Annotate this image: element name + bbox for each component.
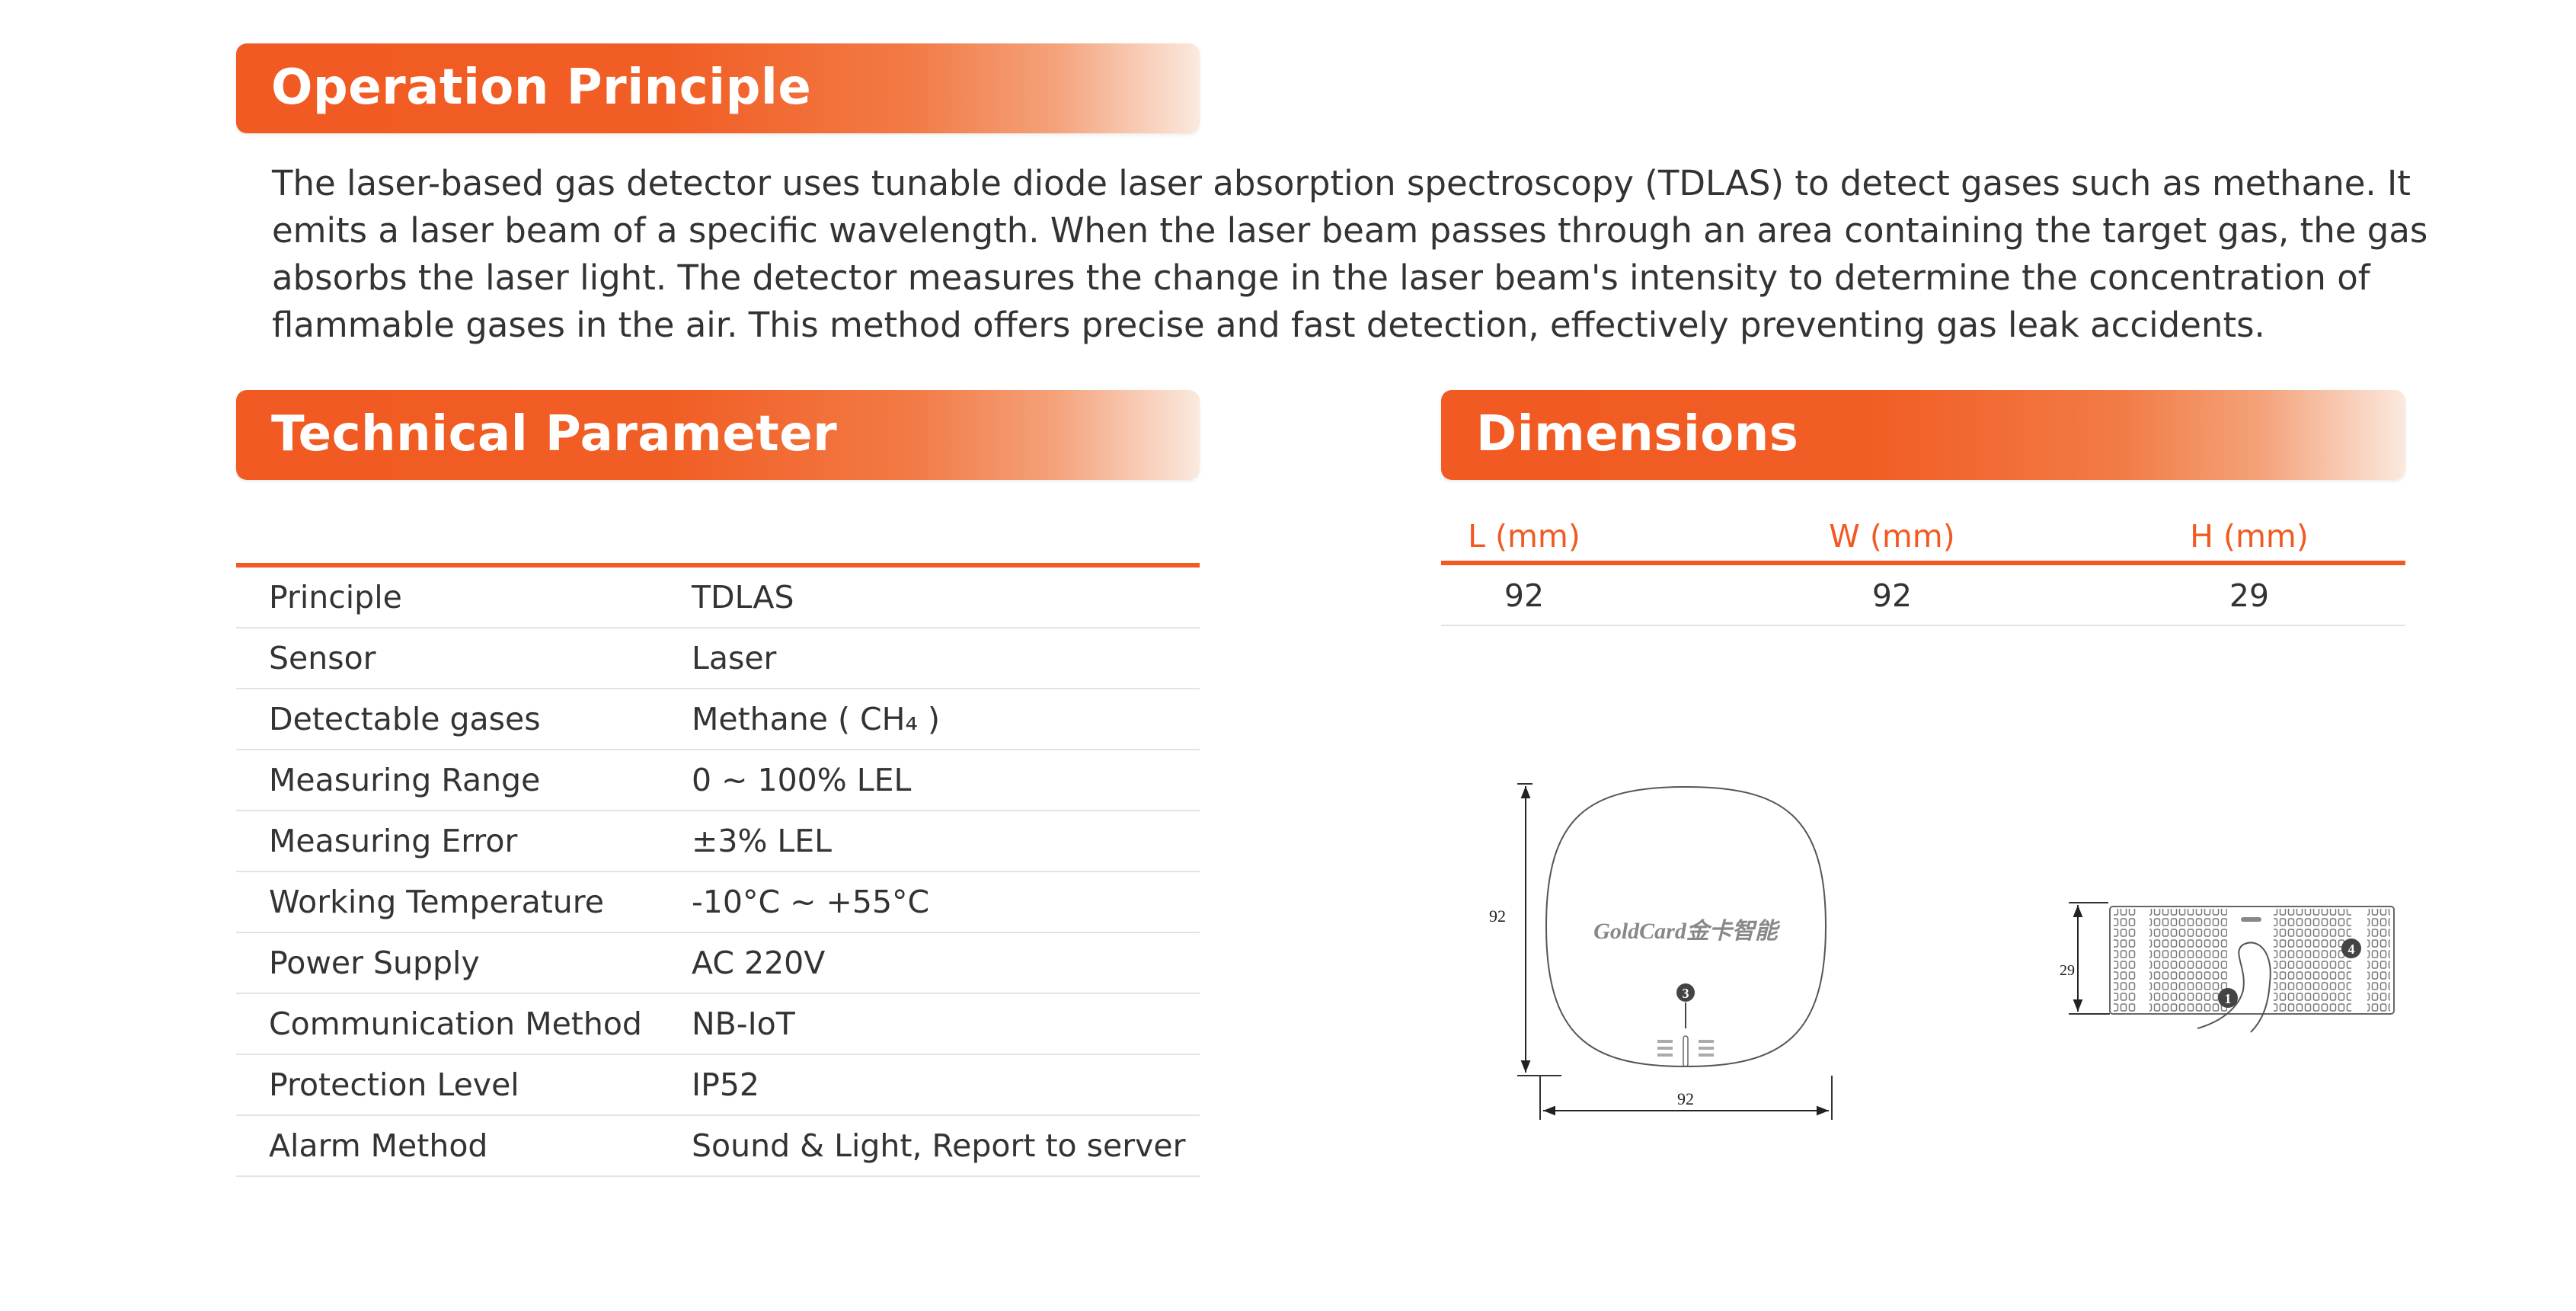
dimensions-header: Dimensions xyxy=(1441,390,2405,480)
param-value: TDLAS xyxy=(692,579,794,616)
param-value: Methane ( CH₄ ) xyxy=(692,701,940,737)
callout-3-icon xyxy=(1676,983,1695,1002)
dim-value-length: 92 xyxy=(1504,577,1545,614)
callout-4-icon xyxy=(2341,938,2361,958)
goldcard-logo: GoldCard金卡智能 xyxy=(1593,918,1781,944)
param-label: Detectable gases xyxy=(269,701,541,737)
param-label: Working Temperature xyxy=(269,884,604,920)
dim-header-length: L (mm) xyxy=(1468,518,1580,555)
dimensions-table-header: L (mm) W (mm) H (mm) xyxy=(1441,510,2405,565)
front-view-drawing: 92 GoldCard金卡智能 3 92 xyxy=(1489,783,1833,1120)
callout-4-label: 4 xyxy=(2348,942,2355,957)
param-label: Alarm Method xyxy=(269,1127,488,1164)
param-label: Communication Method xyxy=(269,1006,642,1042)
table-row: Alarm Method Sound & Light, Report to ser… xyxy=(236,1116,1200,1177)
operation-principle-text: The laser-based gas detector uses tunabl… xyxy=(272,163,2428,345)
side-height-label: 29 xyxy=(2060,962,2075,979)
param-value: 0 ~ 100% LEL xyxy=(692,762,912,798)
param-label: Protection Level xyxy=(269,1066,519,1103)
param-label: Principle xyxy=(269,579,402,616)
section-title: Operation Principle xyxy=(271,59,812,116)
table-row: Protection Level IP52 xyxy=(236,1055,1200,1116)
param-label: Measuring Error xyxy=(269,823,518,859)
technical-parameter-header: Technical Parameter xyxy=(236,390,1200,480)
param-value: IP52 xyxy=(692,1066,759,1103)
table-row: Measuring Range 0 ~ 100% LEL xyxy=(236,750,1200,811)
operation-principle-header: Operation Principle xyxy=(236,43,1200,133)
section-title: Technical Parameter xyxy=(271,406,838,462)
side-view-drawing: 29 1 4 xyxy=(2060,902,2395,1033)
table-row: Measuring Error ±3% LEL xyxy=(236,811,1200,872)
dim-value-height: 29 xyxy=(2229,577,2270,614)
dim-header-width: W (mm) xyxy=(1829,518,1955,555)
front-height-label: 92 xyxy=(1489,907,1506,926)
table-row: Power Supply AC 220V xyxy=(236,933,1200,994)
callout-3-label: 3 xyxy=(1683,986,1689,1001)
front-width-label: 92 xyxy=(1677,1089,1694,1108)
table-row: Detectable gases Methane ( CH₄ ) xyxy=(236,689,1200,750)
param-value: Laser xyxy=(692,640,777,676)
dimensions-table-row: 92 92 29 xyxy=(1441,565,2405,626)
table-row: Sensor Laser xyxy=(236,628,1200,689)
callout-1-icon xyxy=(2218,988,2238,1008)
param-label: Power Supply xyxy=(269,945,480,981)
param-label: Sensor xyxy=(269,640,376,676)
callout-1-label: 1 xyxy=(2225,991,2232,1006)
section-title: Dimensions xyxy=(1476,406,1799,462)
param-value: AC 220V xyxy=(692,945,826,981)
param-value: NB-IoT xyxy=(692,1006,795,1042)
param-value: -10°C ~ +55°C xyxy=(692,884,930,920)
param-value: ±3% LEL xyxy=(692,823,833,859)
dim-value-width: 92 xyxy=(1871,577,1913,614)
dim-header-height: H (mm) xyxy=(2190,518,2309,555)
technical-parameter-table: Principle TDLAS Sensor Laser Detectable ga… xyxy=(236,563,1200,1177)
table-row: Principle TDLAS xyxy=(236,568,1200,628)
param-label: Measuring Range xyxy=(269,762,541,798)
param-value: Sound & Light, Report to server xyxy=(692,1127,1186,1164)
table-row: Working Temperature -10°C ~ +55°C xyxy=(236,872,1200,933)
table-row: Communication Method NB-IoT xyxy=(236,994,1200,1055)
